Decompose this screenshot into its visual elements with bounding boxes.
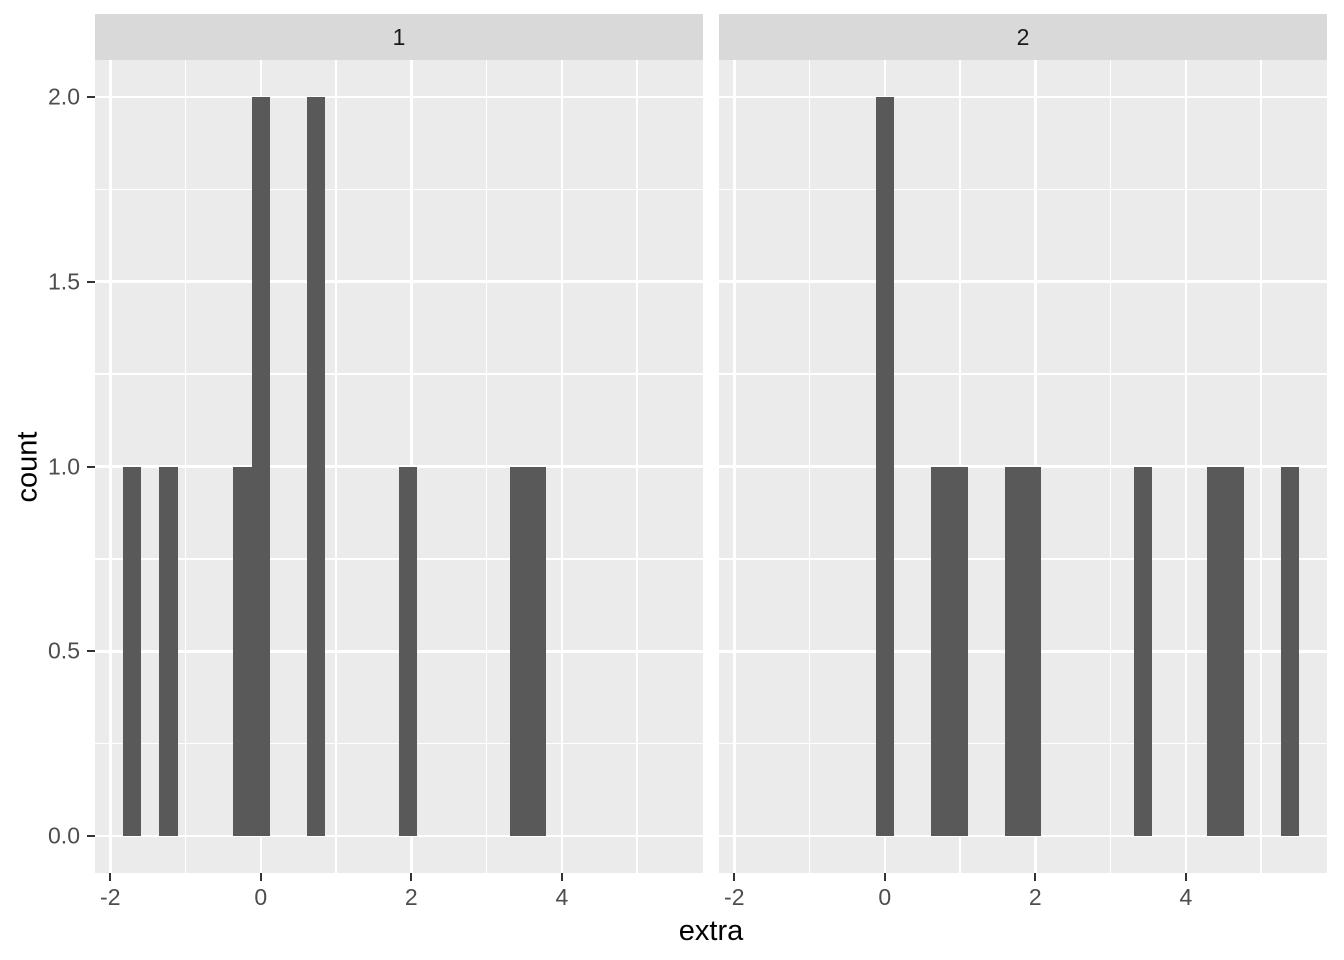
facet-panel-2 [719, 60, 1327, 873]
y-tick-mark [87, 280, 95, 283]
x-tick-label: -2 [724, 884, 745, 910]
y-tick-mark [87, 465, 95, 468]
x-tick-label: 0 [878, 884, 892, 910]
x-tick-mark [1034, 873, 1037, 881]
facet-strip-label: 1 [392, 23, 406, 50]
facet-strip-2: 2 [719, 14, 1327, 60]
facet-strip-label: 2 [1016, 23, 1030, 50]
x-tick-label: 4 [1179, 884, 1193, 910]
y-tick-mark [87, 835, 95, 838]
x-tick-label: -2 [100, 884, 121, 910]
histogram-bar [159, 466, 178, 837]
histogram-bar [1225, 466, 1245, 837]
histogram-bar [1133, 466, 1152, 837]
y-minor-gridline [719, 188, 1327, 191]
x-tick-mark [109, 873, 112, 881]
y-major-gridline [95, 280, 703, 283]
x-tick-mark [883, 873, 886, 881]
histogram-bar [527, 466, 547, 837]
histogram-bar [306, 96, 326, 837]
y-minor-gridline [719, 373, 1327, 375]
y-tick-label: 1.5 [48, 268, 80, 295]
facet-panel-1 [95, 60, 703, 873]
x-tick-mark [733, 873, 736, 881]
histogram-bar [251, 96, 271, 837]
histogram-bar [1280, 466, 1300, 837]
y-tick-mark [87, 650, 95, 653]
y-major-gridline [95, 834, 703, 838]
x-tick-mark [259, 873, 262, 881]
y-tick-label: 1.0 [48, 453, 80, 479]
histogram-bar [875, 96, 895, 837]
y-minor-gridline [95, 373, 703, 375]
x-axis-title: extra [678, 915, 744, 947]
x-tick-label: 2 [1028, 884, 1042, 910]
x-tick-mark [410, 873, 413, 881]
histogram-bar [1023, 466, 1042, 837]
y-minor-gridline [95, 188, 703, 191]
y-major-gridline [719, 834, 1327, 838]
y-major-gridline [719, 95, 1327, 99]
histogram-bar [949, 466, 968, 837]
y-major-gridline [719, 280, 1327, 283]
histogram-bar [509, 466, 528, 837]
histogram-bar [399, 466, 418, 837]
histogram-bar [1004, 466, 1023, 837]
facet-strip-1: 1 [95, 14, 703, 60]
histogram-bar [122, 466, 142, 837]
y-tick-label: 2.0 [48, 83, 80, 110]
y-tick-label: 0.5 [48, 637, 80, 664]
x-tick-label: 0 [254, 884, 268, 910]
histogram-bar [930, 466, 950, 837]
x-tick-mark [1184, 873, 1187, 881]
histogram-bar [1207, 466, 1226, 837]
x-tick-mark [560, 873, 563, 881]
histogram-bar [233, 466, 252, 837]
y-tick-mark [87, 95, 95, 98]
y-tick-label: 0.0 [48, 822, 80, 849]
x-tick-label: 2 [404, 884, 418, 910]
y-major-gridline [95, 95, 703, 99]
x-tick-label: 4 [555, 884, 569, 910]
